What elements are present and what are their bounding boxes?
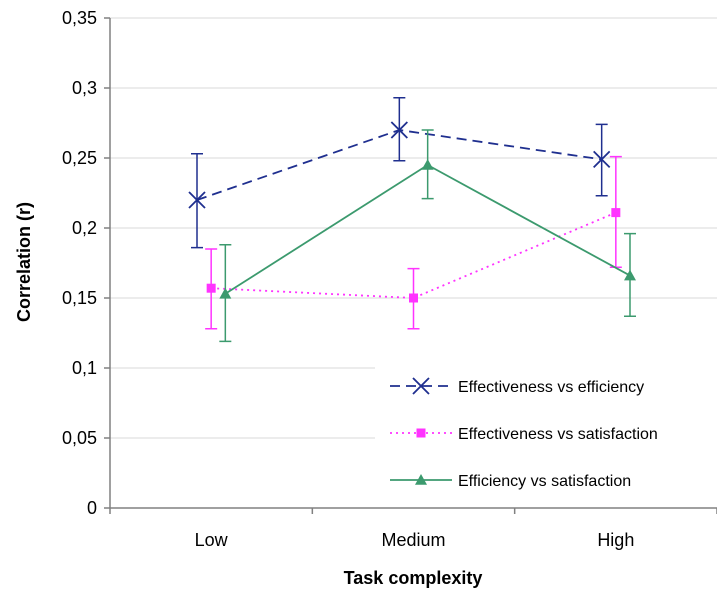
x-tick-label: High <box>597 530 634 550</box>
data-point <box>421 159 434 170</box>
axes <box>109 18 717 509</box>
data-point <box>412 377 430 395</box>
data-point <box>593 150 611 169</box>
y-ticks: 0 0,05 0,1 0,15 0,2 0,25 0,3 0,35 <box>62 8 110 518</box>
legend: Effectiveness vs efficiency Effectiveness… <box>375 365 717 500</box>
legend-label: Effectiveness vs efficiency <box>458 379 644 396</box>
data-point <box>188 191 206 209</box>
y-tick-label: 0,25 <box>62 148 97 168</box>
x-ticks: Low Medium High <box>109 508 717 550</box>
series-line <box>211 211 617 299</box>
data-point <box>415 474 427 485</box>
data-point <box>219 287 232 299</box>
y-tick-label: 0,05 <box>62 428 97 448</box>
data-point <box>416 428 426 438</box>
data-point <box>206 283 216 293</box>
y-tick-label: 0,2 <box>72 218 97 238</box>
legend-label: Efficiency vs satisfaction <box>458 473 631 490</box>
y-tick-label: 0,35 <box>62 8 97 28</box>
y-tick-label: 0,15 <box>62 288 97 308</box>
y-tick-label: 0,1 <box>72 358 97 378</box>
data-point <box>409 293 418 303</box>
y-axis-title: Correlation (r) <box>14 202 34 322</box>
x-tick-label: Low <box>195 530 229 550</box>
x-axis-title: Task complexity <box>344 568 483 588</box>
x-tick-label: Medium <box>381 530 445 550</box>
data-point <box>390 121 408 139</box>
series-2 <box>205 155 622 330</box>
data-point <box>623 269 636 281</box>
y-tick-label: 0 <box>87 498 97 518</box>
y-tick-label: 0,3 <box>72 78 97 98</box>
series-1 <box>188 97 611 249</box>
series-3 <box>219 129 636 343</box>
data-point <box>611 208 621 218</box>
series-layer <box>188 97 636 343</box>
legend-label: Effectiveness vs satisfaction <box>458 426 658 443</box>
